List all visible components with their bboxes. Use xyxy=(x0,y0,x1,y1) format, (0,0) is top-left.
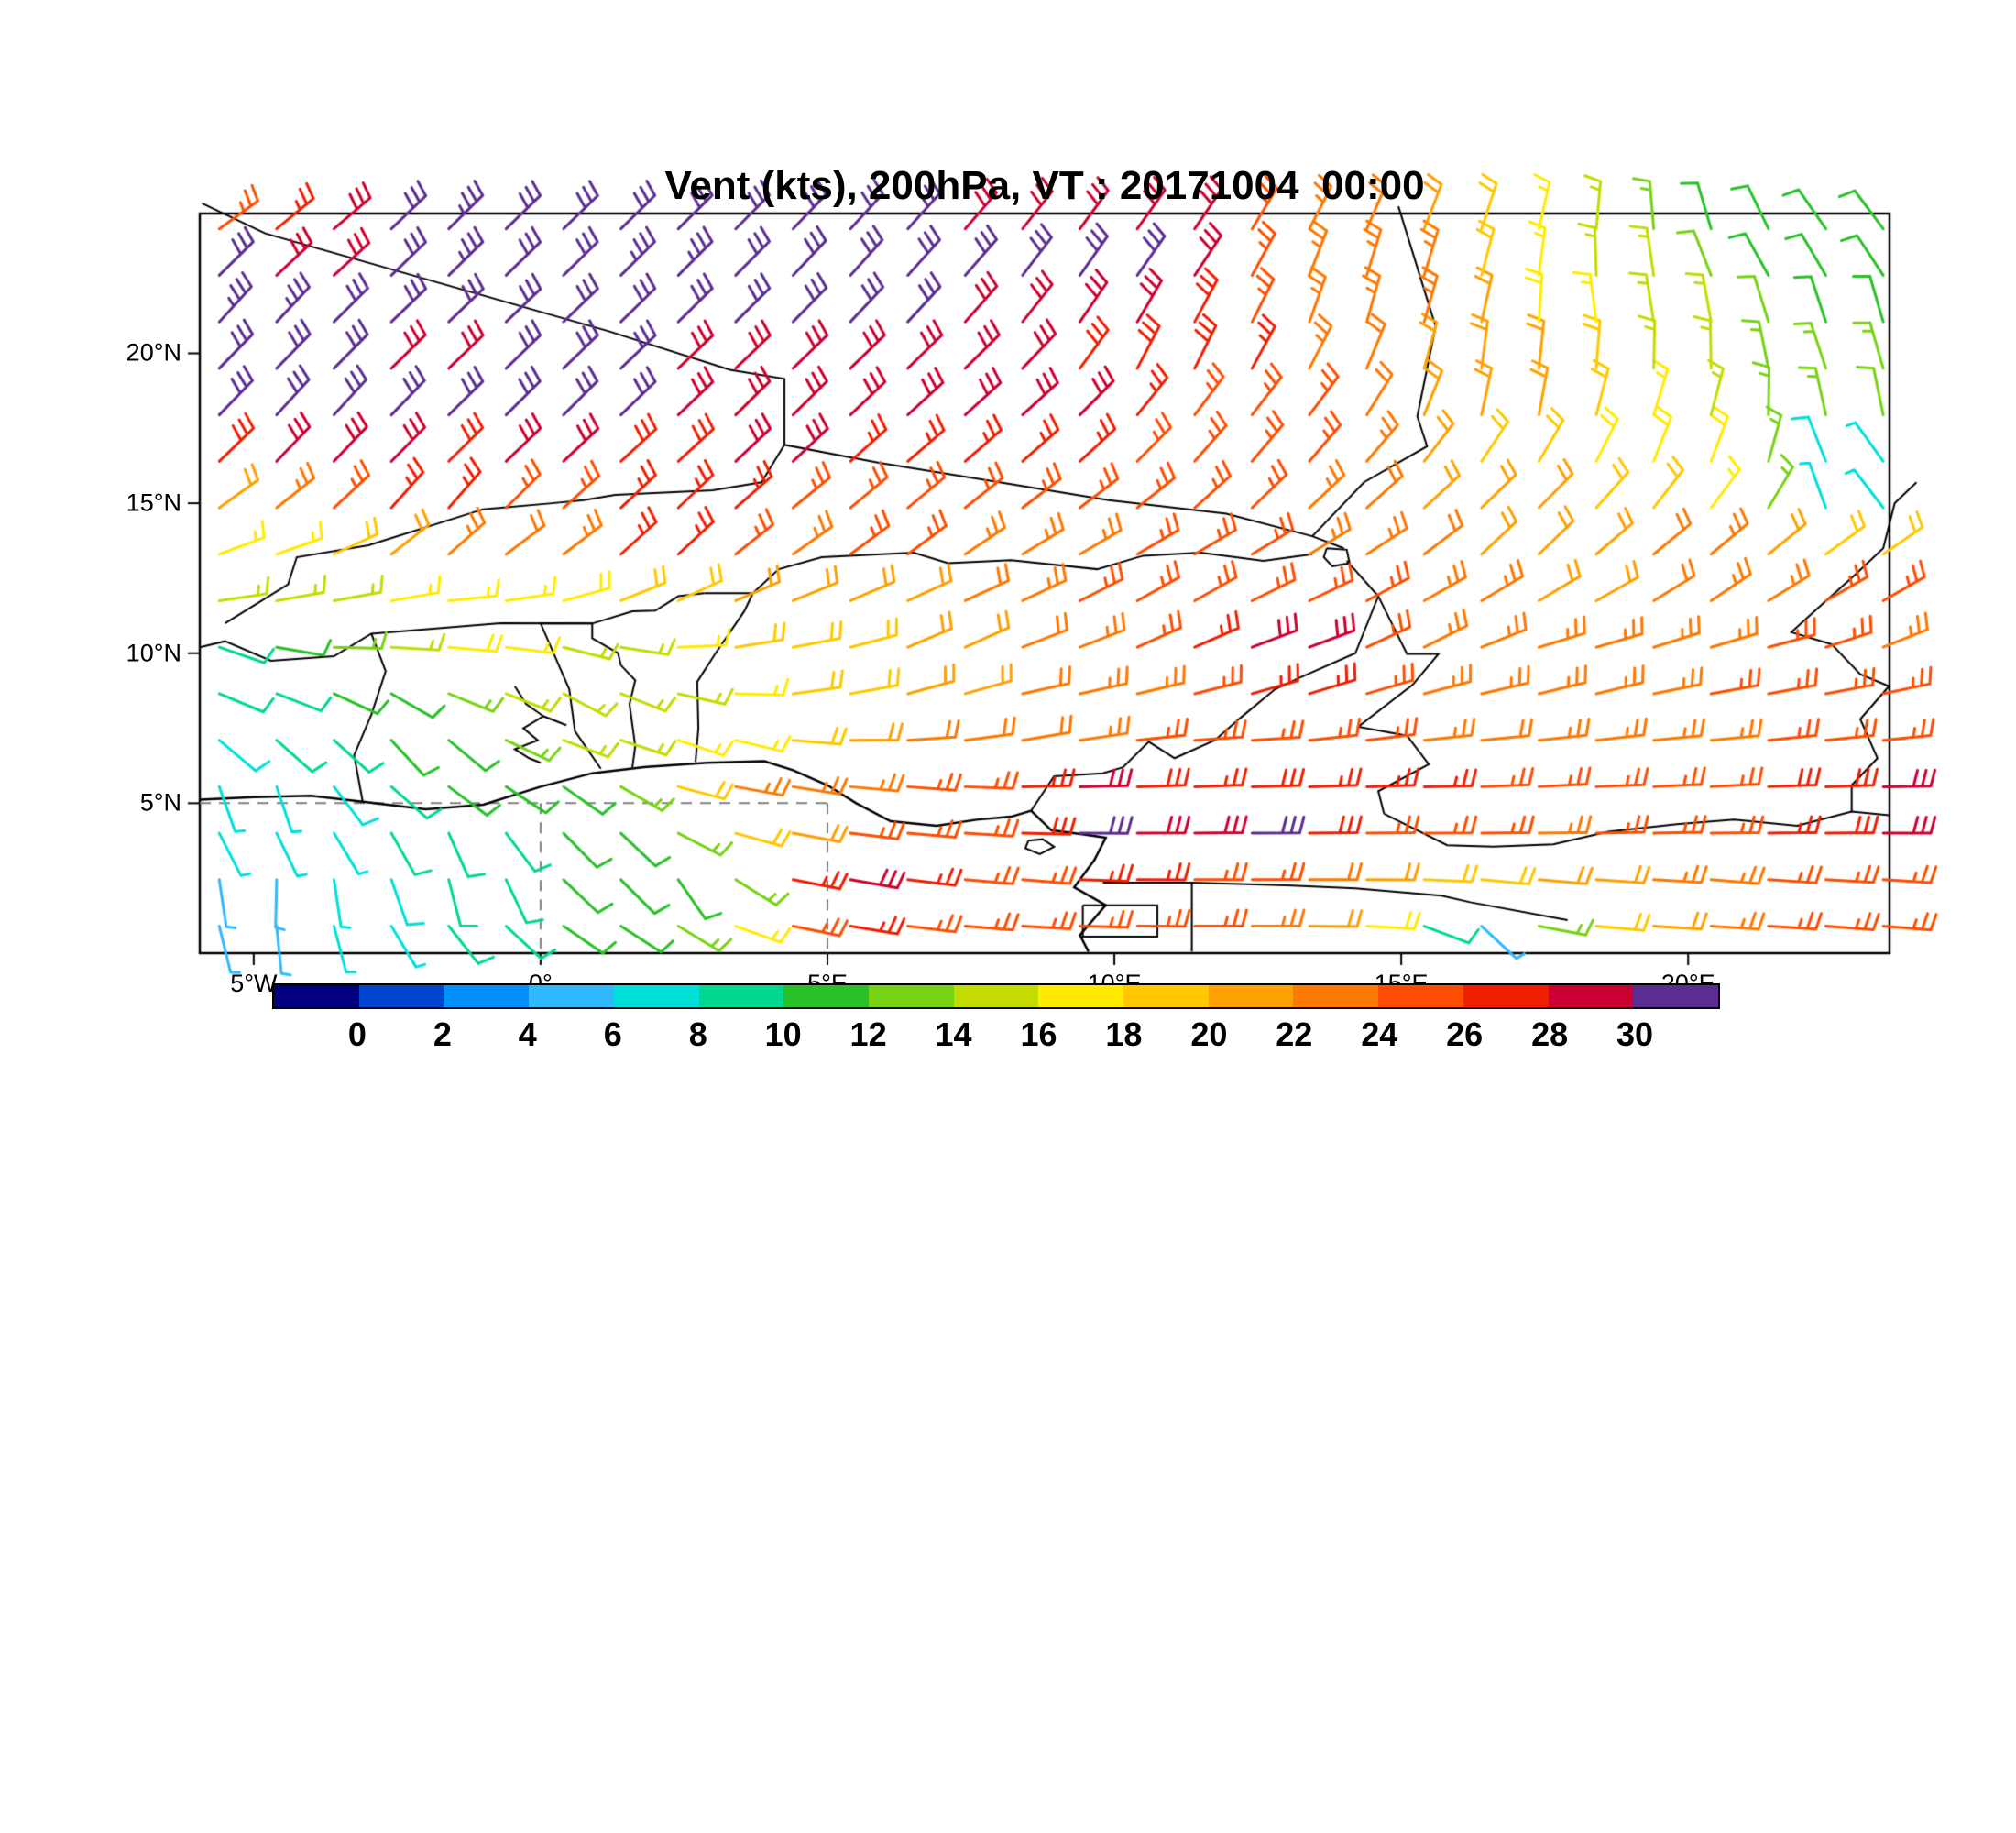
colorbar-segment xyxy=(444,985,530,1007)
colorbar-tick-label: 24 xyxy=(1361,1015,1398,1053)
colorbar-tick-label: 28 xyxy=(1531,1015,1569,1053)
colorbar-tick-label: 4 xyxy=(518,1015,537,1053)
colorbar-segment xyxy=(1378,985,1463,1007)
colorbar-segment xyxy=(1123,985,1209,1007)
colorbar-tick-label: 30 xyxy=(1616,1015,1654,1053)
colorbar-segment xyxy=(868,985,954,1007)
colorbar-tick-label: 22 xyxy=(1276,1015,1313,1053)
lat-tick-label: 15°N xyxy=(126,488,181,517)
colorbar-tick-label: 26 xyxy=(1446,1015,1484,1053)
colorbar-tick-label: 12 xyxy=(849,1015,887,1053)
lon-tick-label: 5°W xyxy=(230,970,278,997)
colorbar-tick-label: 20 xyxy=(1190,1015,1228,1053)
lat-tick-label: 20°N xyxy=(126,338,181,367)
colorbar-tick-label: 2 xyxy=(433,1015,452,1053)
lat-tick-label: 10°N xyxy=(126,639,181,667)
colorbar-segment xyxy=(274,985,359,1007)
lat-tick-label: 5°N xyxy=(139,788,181,817)
colorbar-segment xyxy=(358,985,444,1007)
chart-title: Vent (kts), 200hPa, VT : 20171004 00:00 xyxy=(664,163,1425,208)
colorbar-tick-label: 18 xyxy=(1105,1015,1143,1053)
colorbar-tick-label: 0 xyxy=(347,1015,367,1053)
colorbar-segment xyxy=(1463,985,1549,1007)
colorbar-segment xyxy=(613,985,699,1007)
colorbar-tick-label: 14 xyxy=(935,1015,972,1053)
colorbar-tick-label: 10 xyxy=(764,1015,802,1053)
colorbar-tick-label: 6 xyxy=(603,1015,622,1053)
colorbar-segment xyxy=(529,985,614,1007)
colorbar-segment xyxy=(1038,985,1124,1007)
colorbar-tick-label: 16 xyxy=(1020,1015,1057,1053)
colorbar xyxy=(272,983,1720,1009)
colorbar-segment xyxy=(1633,985,1718,1007)
colorbar-segment xyxy=(953,985,1039,1007)
colorbar-segment xyxy=(1548,985,1634,1007)
colorbar-tick-label: 8 xyxy=(688,1015,707,1053)
colorbar-segment xyxy=(1208,985,1294,1007)
colorbar-segment xyxy=(698,985,784,1007)
colorbar-segment xyxy=(783,985,869,1007)
colorbar-segment xyxy=(1293,985,1379,1007)
